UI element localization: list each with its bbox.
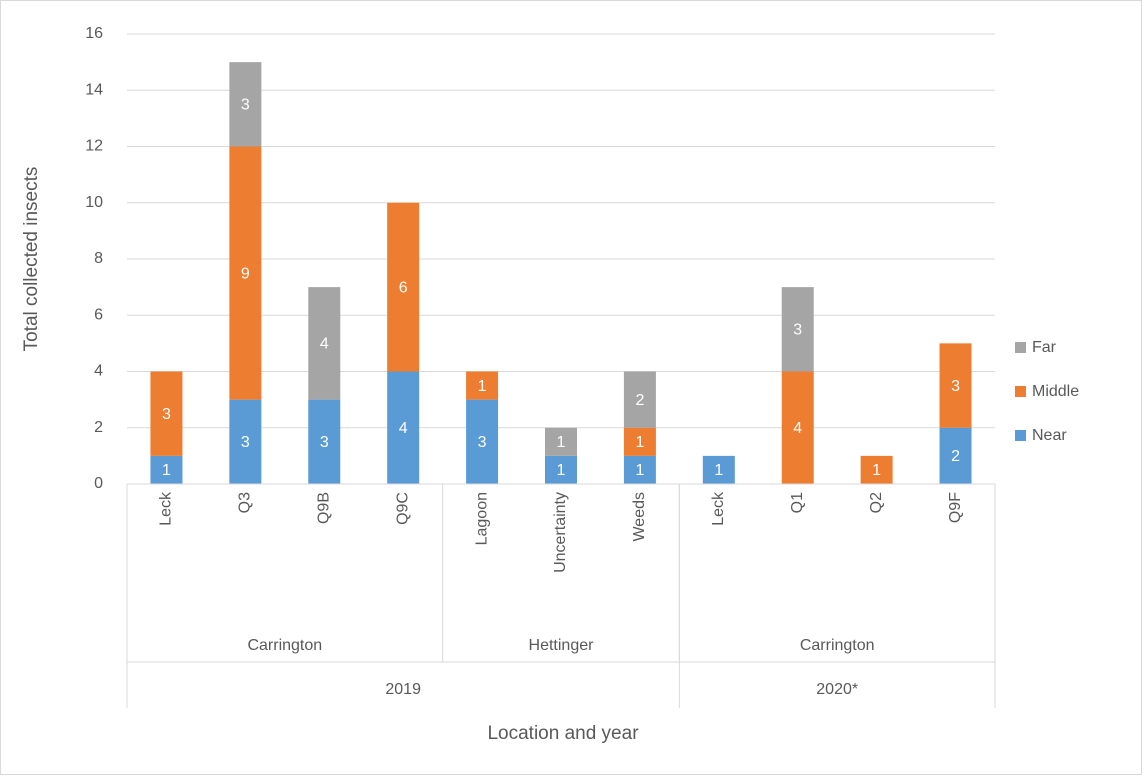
bar-segment bbox=[308, 399, 341, 484]
bar-segment bbox=[545, 455, 577, 484]
bar-segment bbox=[623, 455, 656, 484]
data-label: 3 bbox=[162, 406, 171, 423]
group-label: Hettinger bbox=[529, 637, 595, 654]
data-label: 1 bbox=[635, 434, 644, 451]
y-tick-label: 6 bbox=[94, 306, 103, 323]
data-label: 1 bbox=[635, 462, 644, 479]
bar-segment bbox=[229, 146, 262, 400]
bar-segment bbox=[308, 287, 341, 400]
legend-label: Far bbox=[1032, 339, 1057, 356]
bar-segment bbox=[387, 371, 420, 484]
bar-segment bbox=[229, 62, 262, 147]
bar-segment bbox=[466, 399, 499, 484]
data-label: 1 bbox=[557, 434, 566, 451]
bar-segment bbox=[781, 371, 814, 484]
legend-swatch bbox=[1015, 342, 1026, 353]
bar-segment bbox=[229, 399, 262, 484]
bar-segment bbox=[939, 427, 972, 484]
group-label: 2020* bbox=[816, 681, 858, 698]
data-label: 2 bbox=[635, 392, 644, 409]
x-tick-label: Q3 bbox=[237, 492, 254, 513]
data-label: 9 bbox=[241, 265, 250, 282]
legend-swatch bbox=[1015, 386, 1026, 397]
data-label: 3 bbox=[241, 97, 250, 114]
x-axis-title: Location and year bbox=[487, 723, 639, 744]
y-tick-label: 16 bbox=[85, 25, 103, 42]
y-axis-title: Total collected insects bbox=[21, 167, 42, 352]
data-label: 1 bbox=[478, 378, 487, 395]
y-tick-label: 4 bbox=[94, 363, 103, 380]
y-tick-label: 14 bbox=[85, 81, 103, 98]
data-label: 4 bbox=[399, 420, 408, 437]
legend-label: Near bbox=[1032, 427, 1067, 444]
x-tick-label: Q9C bbox=[394, 492, 411, 525]
bar-segment bbox=[545, 427, 577, 456]
y-tick-label: 8 bbox=[94, 250, 103, 267]
data-label: 1 bbox=[872, 462, 881, 479]
bar-segment bbox=[387, 202, 420, 372]
data-label: 3 bbox=[241, 434, 250, 451]
x-tick-label: Q9F bbox=[947, 492, 964, 523]
x-tick-label: Leck bbox=[158, 491, 175, 526]
group-label: Carrington bbox=[800, 637, 875, 654]
x-tick-label: Leck bbox=[710, 491, 727, 526]
x-tick-label: Q2 bbox=[868, 492, 885, 513]
bar-segment bbox=[150, 371, 183, 456]
data-label: 2 bbox=[951, 448, 960, 465]
bar-segment bbox=[150, 455, 183, 484]
data-label: 4 bbox=[320, 336, 329, 353]
legend-label: Middle bbox=[1032, 383, 1079, 400]
data-label: 3 bbox=[320, 434, 329, 451]
y-tick-label: 12 bbox=[85, 138, 103, 155]
bar-segment bbox=[466, 371, 499, 400]
x-tick-label: Weeds bbox=[631, 492, 648, 542]
data-label: 3 bbox=[951, 378, 960, 395]
x-tick-label: Q1 bbox=[789, 492, 806, 513]
x-tick-label: Q9B bbox=[315, 492, 332, 524]
data-label: 1 bbox=[714, 462, 723, 479]
y-tick-label: 2 bbox=[94, 419, 103, 436]
data-label: 1 bbox=[557, 462, 566, 479]
bar-segment bbox=[860, 455, 893, 484]
bar-segment bbox=[781, 287, 814, 372]
bar-segment bbox=[623, 427, 656, 456]
data-label: 1 bbox=[162, 462, 171, 479]
bar-segment bbox=[623, 371, 656, 428]
data-label: 3 bbox=[793, 322, 802, 339]
x-tick-label: Lagoon bbox=[473, 492, 490, 545]
bar-segment bbox=[939, 343, 972, 428]
legend-swatch bbox=[1015, 430, 1026, 441]
x-tick-label: Uncertainty bbox=[552, 492, 569, 573]
data-label: 3 bbox=[478, 434, 487, 451]
data-label: 4 bbox=[793, 420, 802, 437]
group-label: Carrington bbox=[247, 637, 322, 654]
bar-segment bbox=[702, 455, 735, 484]
y-tick-label: 10 bbox=[85, 194, 103, 211]
data-label: 6 bbox=[399, 279, 408, 296]
group-label: 2019 bbox=[385, 681, 421, 698]
y-tick-label: 0 bbox=[94, 475, 103, 492]
